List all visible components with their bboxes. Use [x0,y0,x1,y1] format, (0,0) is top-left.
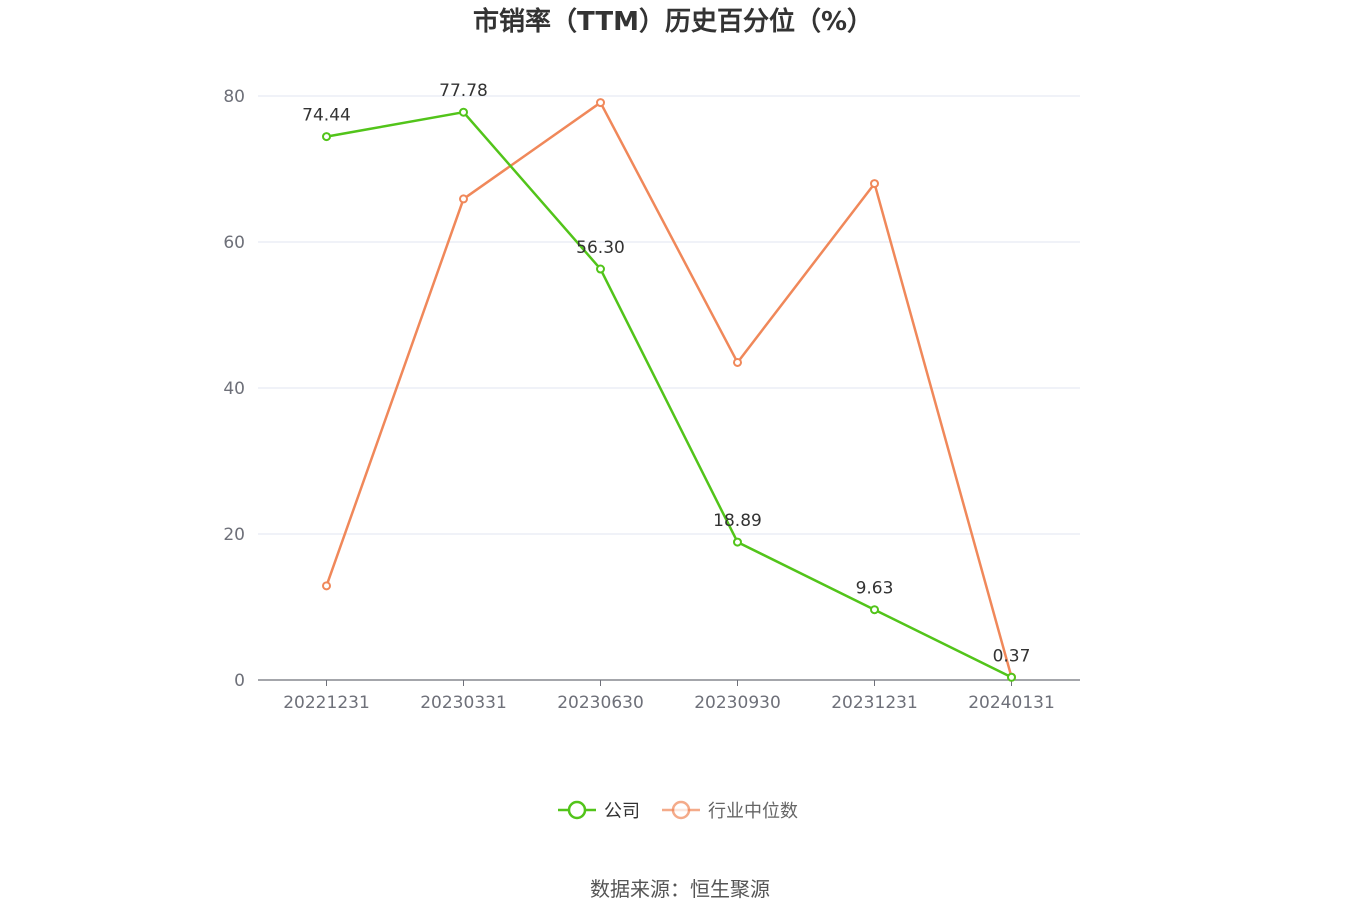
y-tick-label: 20 [223,525,245,545]
x-axis-ticks: 20221231 20230331 20230630 20230930 20231231… [258,679,1080,713]
y-tick-label: 40 [223,379,245,399]
source-note: 数据来源：恒生聚源 [590,877,770,901]
data-point[interactable] [322,132,331,142]
data-label: 56.30 [576,238,625,258]
x-tick-label: 20221231 [283,693,370,713]
data-point[interactable] [596,264,605,274]
series [322,98,1016,682]
data-label: 18.89 [713,511,762,531]
data-labels: 74.44 77.78 56.30 18.89 9.63 0.37 [302,81,1030,666]
legend-marker [567,800,587,820]
data-point[interactable] [1007,672,1016,682]
data-point[interactable] [733,537,742,547]
series-line-1 [325,101,1013,678]
x-tick-label: 20230930 [694,693,781,713]
x-tick-label: 20240131 [968,693,1055,713]
y-tick-label: 60 [223,233,245,253]
data-label: 74.44 [302,106,351,126]
data-label: 9.63 [856,579,894,599]
series-line-0 [326,110,1013,679]
data-point[interactable] [322,581,331,591]
data-label: 77.78 [439,81,488,101]
data-point[interactable] [459,107,468,117]
data-point[interactable] [733,357,742,367]
legend[interactable]: 公司 行业中位数 [558,800,798,822]
legend-item[interactable]: 行业中位数 [662,800,798,822]
data-point[interactable] [870,179,879,189]
chart-title: 市销率（TTM）历史百分位（%） [473,6,873,37]
y-tick-label: 80 [223,87,245,107]
x-tick-label: 20230630 [557,693,644,713]
legend-marker [671,800,691,820]
data-label: 0.37 [993,646,1031,666]
y-tick-label: 0 [234,671,245,691]
legend-label: 行业中位数 [708,801,798,822]
x-tick-label: 20230331 [420,693,507,713]
legend-label: 公司 [604,801,640,822]
grid [258,95,1080,535]
data-point[interactable] [459,194,468,204]
data-point[interactable] [870,605,879,615]
x-tick-label: 20231231 [831,693,918,713]
data-point[interactable] [596,98,605,108]
y-axis-ticks: 0 20 40 60 80 [223,87,245,691]
legend-item[interactable]: 公司 [558,800,640,822]
